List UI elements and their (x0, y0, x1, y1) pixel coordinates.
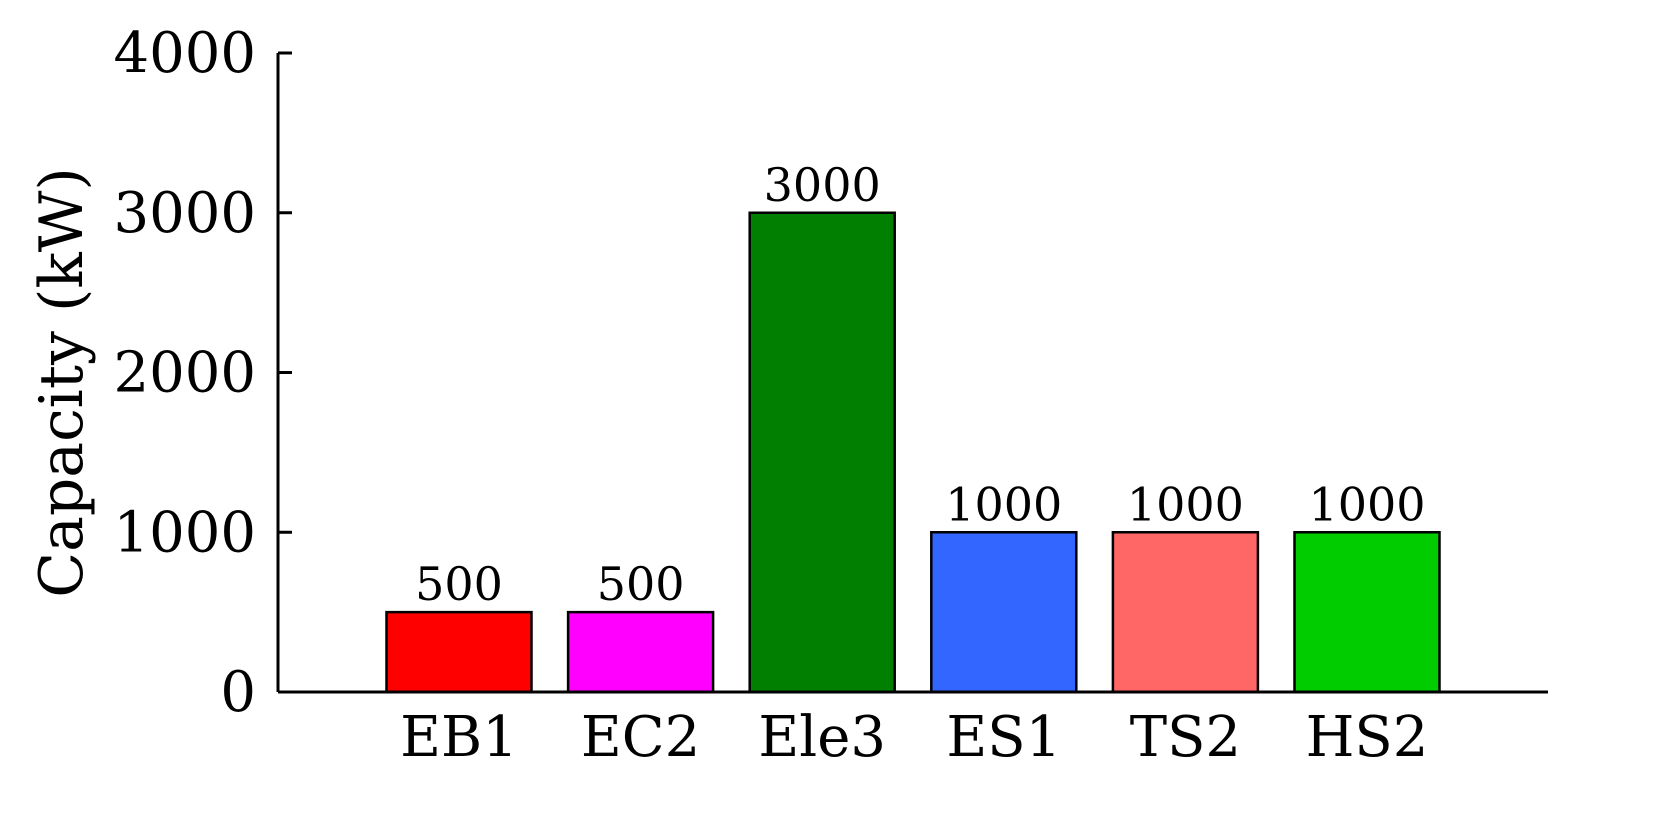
y-tick-label: 3000 (113, 181, 256, 246)
x-tick-label-eb1: EB1 (400, 705, 518, 770)
y-ticks-group: 0 1000 2000 3000 4000 (113, 21, 292, 725)
bar-es1 (930, 531, 1078, 694)
x-labels-group: EB1 EC2 Ele3 ES1 TS2 HS2 (400, 705, 1428, 770)
data-labels-group: 500 500 3000 1000 1000 1000 (415, 158, 1425, 611)
y-axis-title: Capacity (kW) (27, 167, 97, 598)
data-label-ts2: 1000 (1127, 477, 1244, 531)
y-tick-label: 2000 (113, 341, 256, 406)
bar-ele3 (748, 211, 896, 694)
data-label-eb1: 500 (415, 557, 503, 611)
x-tick-label-hs2: HS2 (1306, 705, 1429, 770)
y-tick-label: 0 (220, 660, 256, 725)
bar-hs2 (1293, 531, 1441, 694)
x-tick-label-es1: ES1 (946, 705, 1061, 770)
bar-ec2 (566, 610, 715, 694)
bars-group (385, 211, 1441, 694)
data-label-ec2: 500 (597, 557, 685, 611)
x-tick-label-ts2: TS2 (1130, 705, 1241, 770)
data-label-hs2: 1000 (1308, 477, 1425, 531)
x-tick-label-ele3: Ele3 (758, 705, 886, 770)
x-tick-label-ec2: EC2 (581, 705, 700, 770)
y-tick-label: 1000 (113, 500, 256, 565)
y-tick-label: 4000 (113, 21, 256, 86)
bar-eb1 (385, 610, 533, 694)
data-label-ele3: 3000 (764, 158, 881, 212)
bar-ts2 (1111, 531, 1260, 694)
data-label-es1: 1000 (945, 477, 1062, 531)
